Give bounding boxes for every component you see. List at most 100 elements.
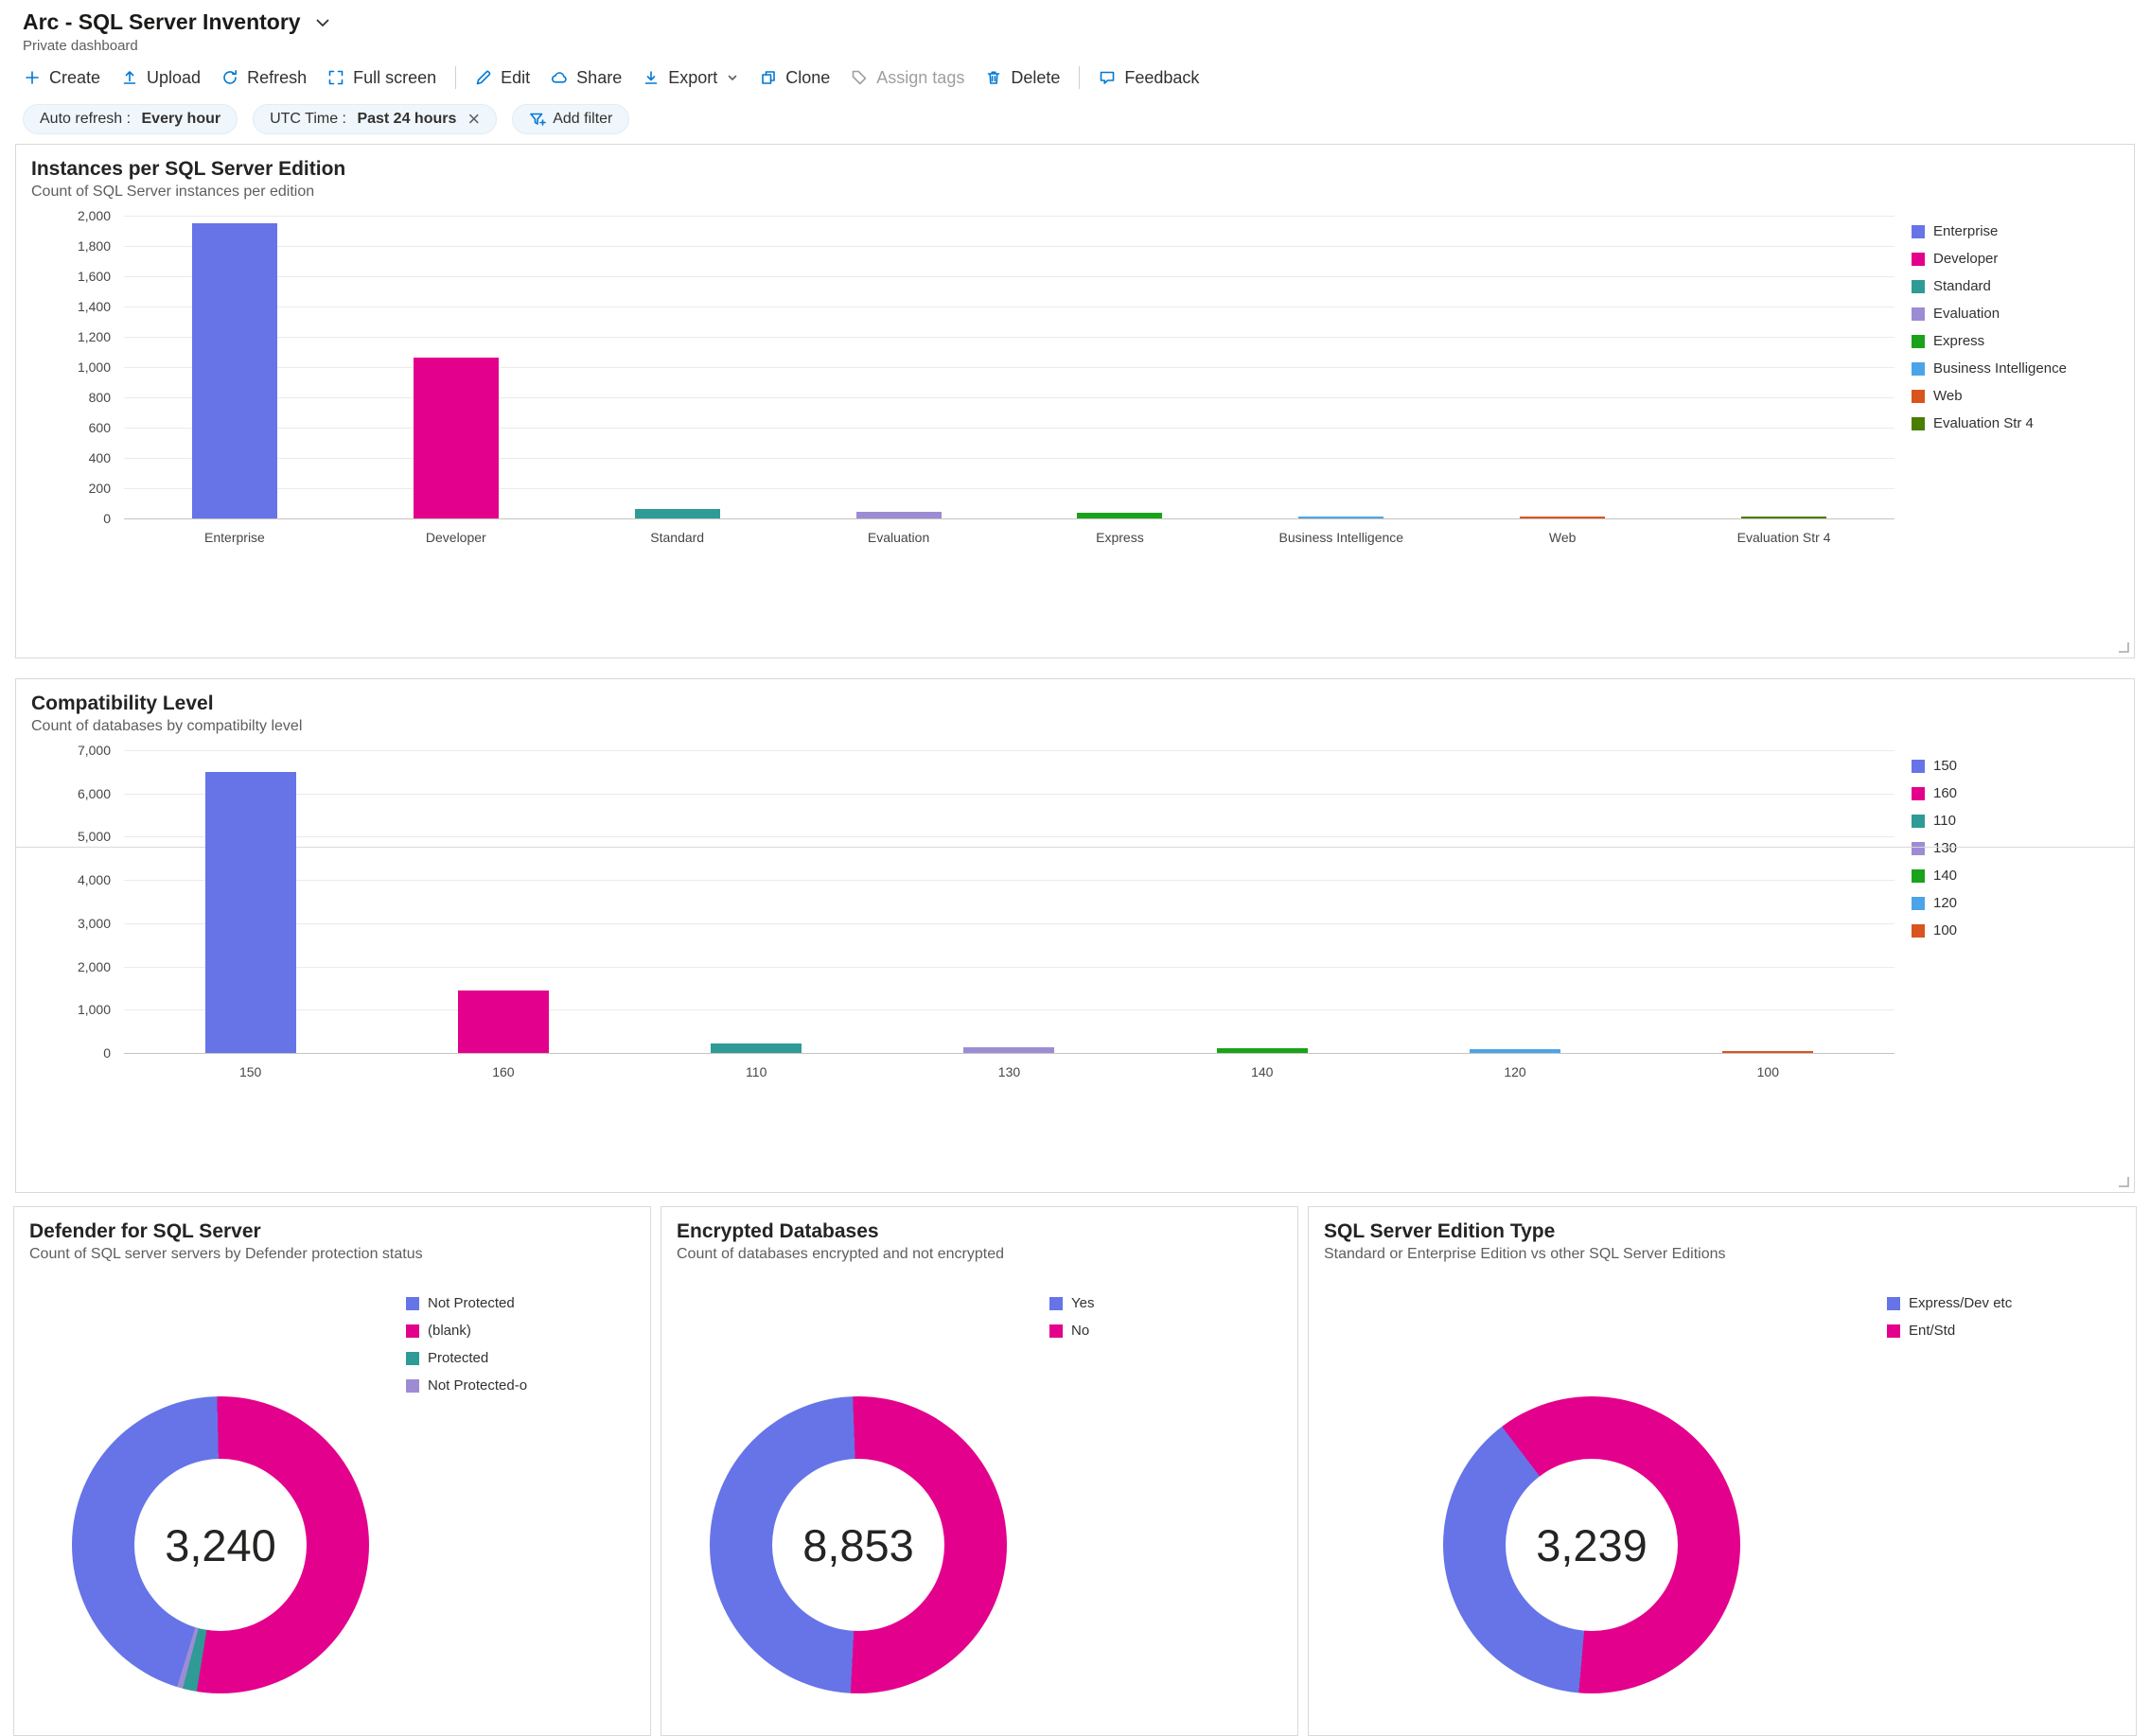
legend-color-swatch xyxy=(1912,224,1925,238)
assign-tags-button: Assign tags xyxy=(840,61,975,95)
legend-item[interactable]: Yes xyxy=(1049,1289,1094,1317)
legend-item[interactable]: Developer xyxy=(1912,245,2134,272)
legend-item[interactable]: 160 xyxy=(1912,780,2134,807)
bar-160[interactable] xyxy=(457,990,549,1053)
bar-business-intelligence[interactable] xyxy=(1298,517,1384,518)
add-filter-icon xyxy=(530,113,547,126)
resize-handle-icon[interactable] xyxy=(2116,640,2129,653)
delete-button[interactable]: Delete xyxy=(975,61,1070,95)
bar-130[interactable] xyxy=(963,1047,1055,1053)
tag-icon xyxy=(852,70,867,85)
legend-item[interactable]: Not Protected xyxy=(406,1289,527,1317)
filter-pill-utc-time[interactable]: UTC Time : Past 24 hours × xyxy=(253,104,498,134)
chart-legend: Enterprise Developer Standard Evaluation Exp… xyxy=(1894,216,2134,545)
legend-item[interactable]: Evaluation Str 4 xyxy=(1912,410,2134,437)
legend-item[interactable]: 150 xyxy=(1912,752,2134,780)
x-axis-label: 140 xyxy=(1251,1064,1274,1079)
bar-slot xyxy=(567,216,788,518)
bar-evaluation[interactable] xyxy=(855,511,942,518)
donut-chart: 8,853 xyxy=(710,1396,1007,1693)
legend-item[interactable]: Express/Dev etc xyxy=(1887,1289,2012,1317)
upload-button[interactable]: Upload xyxy=(111,61,211,95)
filter-pill-auto-refresh[interactable]: Auto refresh : Every hour xyxy=(23,104,238,134)
legend-color-swatch xyxy=(1912,361,1925,376)
resize-handle-icon[interactable] xyxy=(2116,1174,2129,1187)
create-button[interactable]: Create xyxy=(13,61,111,95)
legend-color-swatch xyxy=(1912,841,1925,855)
cloud-icon xyxy=(552,72,567,83)
legend-label: Protected xyxy=(428,1350,489,1366)
x-axis-label: Evaluation Str 4 xyxy=(1736,530,1831,545)
clone-button[interactable]: Clone xyxy=(749,61,840,95)
legend-item[interactable]: No xyxy=(1049,1317,1094,1344)
y-axis-tick-label: 1,800 xyxy=(77,238,111,254)
y-axis: 0 200 400 600 800 1,000 1,200 1,400 1,600 1,800 2,… xyxy=(16,208,124,526)
edit-button[interactable]: Edit xyxy=(465,61,540,95)
remove-filter-icon[interactable]: × xyxy=(467,107,481,131)
upload-label: Upload xyxy=(147,67,202,87)
legend-label: Yes xyxy=(1071,1295,1095,1311)
feedback-button[interactable]: Feedback xyxy=(1088,61,1209,95)
y-axis-tick-label: 1,000 xyxy=(77,1002,111,1018)
bar-standard[interactable] xyxy=(634,509,720,518)
y-axis-tick-label: 1,000 xyxy=(77,359,111,375)
legend-item[interactable]: 120 xyxy=(1912,889,2134,917)
legend-label: 160 xyxy=(1933,785,1958,801)
legend-label: 150 xyxy=(1933,758,1958,774)
legend-item[interactable]: Standard xyxy=(1912,272,2134,300)
add-filter-label: Add filter xyxy=(553,111,613,127)
donut-center-value: 3,240 xyxy=(165,1519,276,1570)
refresh-label: Refresh xyxy=(247,67,308,87)
chart-subtitle: Count of databases encrypted and not enc… xyxy=(677,1246,1005,1262)
bar-slot xyxy=(1010,216,1231,518)
edit-label: Edit xyxy=(501,67,531,87)
gridline xyxy=(124,428,1894,429)
bar-enterprise[interactable] xyxy=(191,223,277,518)
legend-label: Not Protected xyxy=(428,1295,515,1311)
x-axis: Enterprise Developer Standard Evaluation Exp… xyxy=(124,530,1894,545)
legend-item[interactable]: 110 xyxy=(1912,807,2134,834)
bar-140[interactable] xyxy=(1216,1047,1308,1053)
legend-item[interactable]: Web xyxy=(1912,382,2134,410)
legend-item[interactable]: 100 xyxy=(1912,917,2134,944)
legend-item[interactable]: 140 xyxy=(1912,862,2134,889)
bar-150[interactable] xyxy=(204,771,296,1053)
legend-color-swatch xyxy=(1049,1324,1063,1338)
x-axis-label: 130 xyxy=(997,1064,1021,1079)
bar-120[interactable] xyxy=(1470,1048,1561,1053)
bar-slot xyxy=(788,216,1010,518)
legend-item[interactable]: Business Intelligence xyxy=(1912,355,2134,382)
export-button[interactable]: Export xyxy=(632,61,749,95)
legend-item[interactable]: Ent/Std xyxy=(1887,1317,2012,1344)
legend-label: Business Intelligence xyxy=(1933,360,2067,377)
refresh-button[interactable]: Refresh xyxy=(211,61,317,95)
legend-item[interactable]: 130 xyxy=(1912,834,2134,862)
bar-110[interactable] xyxy=(711,1043,802,1053)
legend-item[interactable]: Evaluation xyxy=(1912,300,2134,327)
x-axis-label: Web xyxy=(1548,530,1577,545)
plot-area: 150 160 110 130 140 120 100 xyxy=(124,750,1894,1079)
bar-evaluation-str-4[interactable] xyxy=(1741,517,1827,518)
legend-item[interactable]: (blank) xyxy=(406,1317,527,1344)
bar-100[interactable] xyxy=(1722,1051,1814,1053)
bar-slot xyxy=(1642,750,1894,1053)
legend-item[interactable]: Enterprise xyxy=(1912,218,2134,245)
bar-web[interactable] xyxy=(1520,517,1606,518)
legend-item[interactable]: Express xyxy=(1912,327,2134,355)
trash-icon xyxy=(988,71,1000,84)
legend-item[interactable]: Protected xyxy=(406,1344,527,1372)
legend-label: Evaluation Str 4 xyxy=(1933,415,2034,431)
legend-label: 140 xyxy=(1933,868,1958,884)
legend-label: Standard xyxy=(1933,278,1991,294)
gridline xyxy=(124,246,1894,247)
legend-color-swatch xyxy=(1912,786,1925,800)
bar-developer[interactable] xyxy=(413,358,499,518)
bar-express[interactable] xyxy=(1077,512,1163,518)
plus-icon xyxy=(26,71,39,84)
share-button[interactable]: Share xyxy=(540,61,632,95)
legend-item[interactable]: Not Protected-o xyxy=(406,1372,527,1399)
dashboard-title-chevron-icon[interactable] xyxy=(314,14,331,31)
fullscreen-button[interactable]: Full screen xyxy=(317,61,447,95)
add-filter-button[interactable]: Add filter xyxy=(512,104,630,134)
command-bar: Create Upload Refresh Full screen Edit Share E… xyxy=(13,59,1209,96)
